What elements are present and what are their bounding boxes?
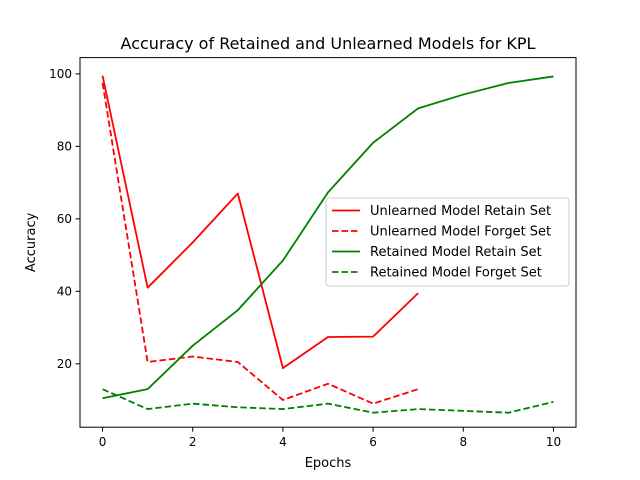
y-tick-label: 80	[57, 140, 72, 154]
y-axis-ticks: 20 40 60 80 100	[49, 67, 80, 371]
x-tick-label: 4	[279, 435, 287, 449]
x-tick-label: 10	[546, 435, 561, 449]
series-line-4	[102, 388, 554, 414]
y-tick-label: 100	[49, 67, 72, 81]
x-tick-label: 8	[459, 435, 467, 449]
legend-label-4: Retained Model Forget Set	[370, 266, 542, 281]
legend: Unlearned Model Retain Set Unlearned Mode…	[325, 197, 570, 287]
y-axis-label: Accuracy	[24, 212, 39, 272]
x-axis-label: Epochs	[305, 456, 352, 471]
legend-label-1: Unlearned Model Retain Set	[370, 204, 551, 219]
series-line-1	[101, 75, 419, 370]
legend-label-2: Unlearned Model Forget Set	[370, 225, 551, 240]
chart-title: Accuracy of Retained and Unlearned Model…	[121, 34, 536, 53]
legend-box	[325, 197, 570, 287]
plot-frame	[79, 57, 577, 428]
x-tick-label: 6	[369, 435, 377, 449]
y-tick-label: 40	[57, 285, 72, 299]
x-axis-ticks: 0 2 4 6 8 10	[99, 427, 561, 449]
series-line-2	[101, 82, 419, 405]
y-tick-label: 60	[57, 212, 72, 226]
x-tick-label: 0	[99, 435, 107, 449]
x-tick-label: 2	[189, 435, 197, 449]
series-line-3	[102, 75, 554, 400]
legend-label-3: Retained Model Retain Set	[370, 245, 542, 260]
plot-lines	[101, 75, 554, 414]
y-tick-label: 20	[57, 357, 72, 371]
